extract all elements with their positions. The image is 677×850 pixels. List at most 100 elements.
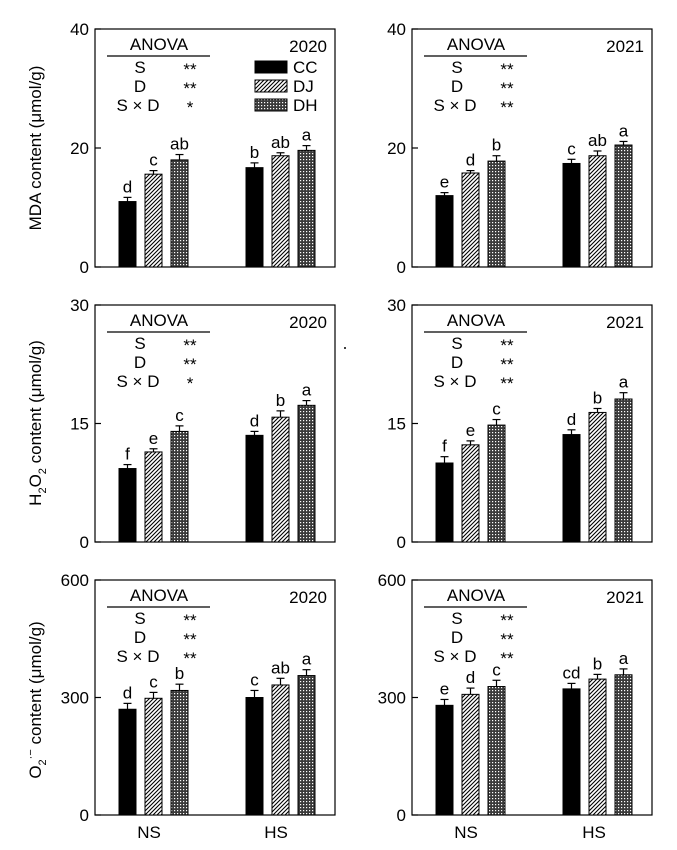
significance-letter: e <box>149 429 158 448</box>
anova-significance: ** <box>183 611 197 630</box>
xtick-ns-right: NS <box>454 823 478 842</box>
anova-factor: S <box>451 334 462 353</box>
y-tick-label: 30 <box>387 296 406 315</box>
bar-cc <box>435 704 454 816</box>
significance-letter: f <box>125 445 130 464</box>
significance-letter: b <box>276 391 285 410</box>
ylabel-mda: MDA content (μmol/g) <box>26 66 45 231</box>
bar-dh <box>487 686 506 816</box>
bar-dj <box>271 416 290 543</box>
bar-dj <box>144 451 163 543</box>
anova-significance: ** <box>500 98 514 117</box>
anova-factor: S × D <box>117 372 160 391</box>
significance-letter: a <box>302 381 312 400</box>
anova-factor: S × D <box>434 96 477 115</box>
y-tick-label: 300 <box>378 689 406 708</box>
anova-factor: S × D <box>117 647 160 666</box>
bar-dj <box>588 678 607 816</box>
panel-o2-2021: 0 300 600 e cd d b c a ANOVA S ** D ** S × D ** 2021 <box>378 571 653 825</box>
y-tick-label: 0 <box>397 806 406 825</box>
bar-cc <box>245 434 264 543</box>
significance-letter: b <box>175 664 184 683</box>
legend-label: DJ <box>293 77 314 96</box>
significance-letter: b <box>250 143 259 162</box>
y-tick-label: 300 <box>61 689 89 708</box>
bar-dh <box>297 149 316 268</box>
y-tick-label: 20 <box>387 139 406 158</box>
anova-factor: S <box>451 609 462 628</box>
bar-dj <box>461 444 480 543</box>
significance-letter: b <box>593 654 602 673</box>
significance-letter: c <box>175 406 184 425</box>
significance-letter: b <box>593 388 602 407</box>
legend-swatch-dj <box>254 79 288 93</box>
anova-factor: D <box>134 628 146 647</box>
significance-letter: a <box>619 121 629 140</box>
bar-cc <box>562 434 581 543</box>
significance-letter: ab <box>588 131 607 150</box>
legend-label: DH <box>293 96 318 115</box>
year-label: 2021 <box>606 37 644 56</box>
y-tick-label: 20 <box>70 139 89 158</box>
y-tick-label: 0 <box>80 258 89 277</box>
bar-dh <box>170 430 189 543</box>
anova-significance: ** <box>183 355 197 374</box>
significance-letter: f <box>442 437 447 456</box>
anova-title: ANOVA <box>130 586 189 605</box>
anova-significance: ** <box>183 60 197 79</box>
anova-significance: ** <box>183 79 197 98</box>
anova-significance: ** <box>500 649 514 668</box>
bar-dj <box>461 693 480 816</box>
bar-dh <box>297 675 316 816</box>
bar-cc <box>118 468 137 543</box>
significance-letter: c <box>149 151 158 170</box>
legend-swatch-cc <box>254 60 288 74</box>
panel-h2o2-2020: 0 15 30 f d e b c a ANOVA S ** D ** S × D * 2020 <box>70 296 336 552</box>
anova-factor: S <box>134 334 145 353</box>
y-tick-label: 40 <box>387 20 406 39</box>
significance-letter: d <box>466 151 475 170</box>
y-tick-label: 40 <box>70 20 89 39</box>
ylabel-h2o2: H2O2 content (μmol/g) <box>26 340 49 506</box>
significance-letter: ab <box>170 135 189 154</box>
legend-swatch-dh <box>254 98 288 112</box>
anova-significance: ** <box>500 60 514 79</box>
significance-letter: d <box>123 683 132 702</box>
year-label: 2020 <box>289 37 327 56</box>
anova-factor: S × D <box>434 647 477 666</box>
anova-significance: * <box>187 98 194 117</box>
anova-factor: D <box>451 628 463 647</box>
significance-letter: a <box>619 649 629 668</box>
y-tick-label: 600 <box>378 571 406 590</box>
significance-letter: a <box>302 650 312 669</box>
bar-cc <box>435 195 454 268</box>
y-tick-label: 600 <box>61 571 89 590</box>
anova-factor: S <box>134 58 145 77</box>
anova-title: ANOVA <box>447 311 506 330</box>
significance-letter: ab <box>271 133 290 152</box>
significance-letter: e <box>440 173 449 192</box>
y-tick-label: 30 <box>70 296 89 315</box>
anova-significance: ** <box>500 374 514 393</box>
significance-letter: c <box>567 139 576 158</box>
bar-dj <box>144 173 163 268</box>
significance-letter: d <box>123 177 132 196</box>
bar-dj <box>461 172 480 268</box>
panel-h2o2-2021: 0 15 30 f d e b c a ANOVA S ** D ** S × D ** 2021 <box>387 296 653 552</box>
significance-letter: d <box>466 668 475 687</box>
bar-cc <box>562 162 581 268</box>
anova-title: ANOVA <box>130 35 189 54</box>
anova-title: ANOVA <box>130 311 189 330</box>
bar-dj <box>588 411 607 543</box>
anova-factor: D <box>451 77 463 96</box>
significance-letter: ab <box>271 658 290 677</box>
year-label: 2021 <box>606 588 644 607</box>
significance-letter: a <box>302 126 312 145</box>
anova-factor: D <box>134 77 146 96</box>
significance-letter: d <box>567 410 576 429</box>
bar-cc <box>435 462 454 543</box>
y-tick-label: 0 <box>397 533 406 552</box>
bar-dh <box>170 689 189 816</box>
